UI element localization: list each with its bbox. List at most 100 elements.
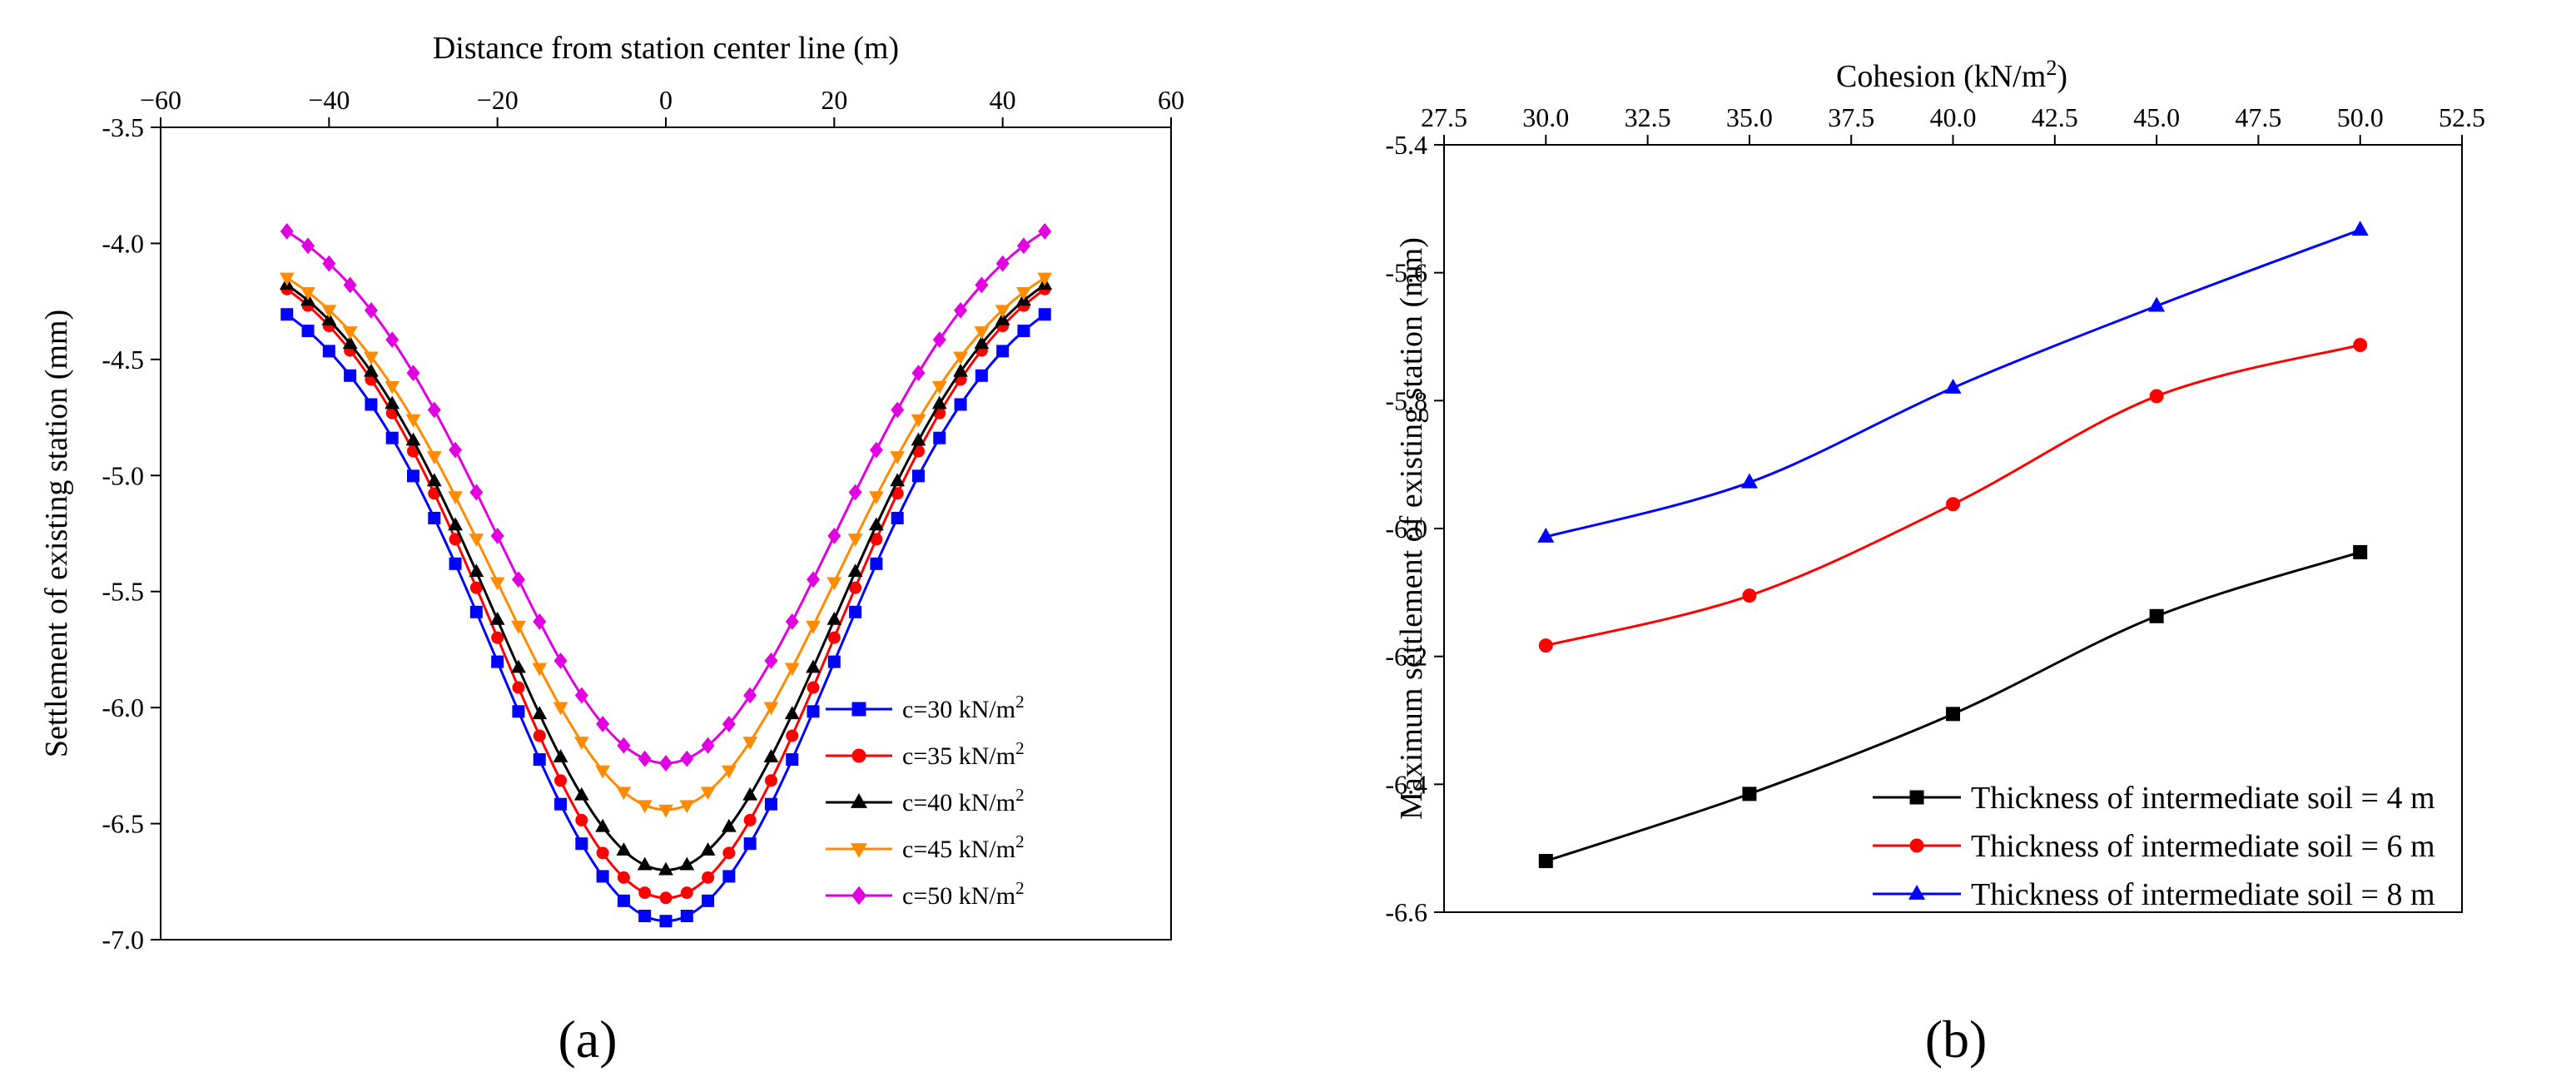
chart-a-data-point (807, 705, 820, 718)
chart-a-legend-marker (850, 792, 868, 808)
chart-a-data-point (637, 856, 653, 871)
chart-a-x-tick-label: −20 (477, 85, 519, 115)
chart-a-series-line (285, 230, 1046, 765)
chart-a-data-point (638, 886, 652, 900)
chart-a-data-point (617, 737, 631, 754)
chart-a-data-point (680, 750, 694, 767)
chart-a-data-point (931, 395, 947, 409)
chart-b-y-axis-title: Maximum settlement of existing station (… (1394, 237, 1429, 820)
chart-b-legend-marker (1909, 838, 1924, 853)
chart-a-data-point (300, 287, 315, 300)
chart-a-legend-label-base: c=30 kN/m (902, 696, 1015, 723)
chart-a-data-point (448, 517, 463, 531)
chart-a-y-tick-label: -4.5 (102, 345, 144, 375)
chart-a-data-point (427, 401, 441, 419)
chart-a-data-point (890, 473, 906, 487)
chart-a-data-point (849, 605, 862, 618)
chart-a-legend-entry-3: c=40 kN/m2 (826, 785, 1025, 816)
chart-a-data-point (996, 345, 1010, 358)
chart-a-y-tick-label: -7.0 (102, 925, 144, 955)
chart-a-data-point (365, 398, 378, 411)
chart-b-x-axis-title-base: Cohesion (kN/m (1836, 59, 2046, 94)
chart-a-data-point (806, 620, 821, 634)
chart-a-data-point (742, 787, 758, 801)
chart-a-data-point (574, 687, 588, 704)
chart-b-series-1 (1538, 544, 2368, 869)
chart-a-data-point (469, 563, 484, 578)
chart-a-data-point (1038, 308, 1051, 321)
chart-a-data-point (511, 620, 526, 634)
chart-a-legend-label-base: c=40 kN/m (902, 789, 1015, 816)
chart-b-series-3 (1537, 221, 2369, 543)
chart-a-legend-marker (851, 702, 866, 717)
chart-a-series-1 (280, 308, 1051, 928)
chart-a-data-point (1038, 223, 1052, 240)
chart-a-data-point (974, 326, 990, 340)
chart-a-data-point (638, 750, 652, 767)
chart-a-data-point (321, 311, 337, 325)
chart-a-legend-entry-5: c=50 kN/m2 (826, 878, 1025, 910)
chart-b-x-tick-label: 47.5 (2235, 102, 2281, 132)
chart-a-data-point (491, 631, 504, 644)
chart-a-data-point (995, 305, 1010, 319)
chart-a-data-point (364, 363, 379, 377)
chart-b-panel-label: (b) (1925, 1010, 1988, 1069)
chart-b-x-tick-label: 32.5 (1625, 102, 1671, 132)
chart-a-data-point (490, 527, 504, 544)
chart-a-legend-entry-1: c=30 kN/m2 (826, 692, 1025, 723)
chart-a-data-point (596, 846, 609, 860)
chart-a-data-point (533, 613, 547, 630)
chart-a-data-point (1017, 325, 1030, 338)
chart-b-x-tick-label: 52.5 (2439, 102, 2485, 132)
chart-a-x-tick-label: 20 (821, 85, 847, 115)
chart-b-series-layer (1537, 221, 2369, 869)
chart-a-series-line (285, 283, 1046, 871)
chart-a-data-point (847, 563, 863, 578)
chart-a-data-point (342, 326, 358, 340)
chart-a-x-axis-title: Distance from station center line (m) (433, 31, 899, 66)
chart-a-data-point (511, 571, 525, 588)
chart-a-data-point (280, 223, 294, 240)
chart-b-data-point (2149, 389, 2164, 404)
chart-b-x-tick-label: 30.0 (1522, 102, 1569, 132)
chart-a-data-point (658, 804, 673, 818)
chart-a-x-tick-label: −60 (140, 85, 181, 115)
chart-b-y-tick-label: -5.8 (1385, 385, 1427, 415)
chart-a-x-tick-label: −40 (308, 85, 350, 115)
chart-a-data-point (827, 527, 841, 544)
chart-a-legend-label-superscript: 2 (1015, 878, 1025, 898)
chart-a-data-point (680, 886, 693, 900)
chart-b-data-point (1537, 527, 1555, 543)
chart-a-series-layer (279, 223, 1053, 928)
chart-a-data-point (554, 774, 568, 787)
chart-a-data-point (722, 846, 736, 860)
chart-a-data-point (449, 441, 463, 459)
chart-a: −60 −40 −20 0 20 40 60 -3.5 -4.0 -4.5 -5.0 -5.5 -6.… (39, 31, 1184, 1069)
chart-a-data-point (343, 276, 357, 294)
chart-a-legend-marker (851, 886, 867, 906)
chart-a-data-point (469, 484, 484, 501)
chart-a-data-point (385, 395, 400, 409)
chart-a-data-point (764, 774, 777, 787)
chart-b-x-tick-label: 27.5 (1421, 102, 1467, 132)
chart-a-data-point (511, 659, 526, 673)
chart-b-data-point (1946, 707, 1960, 722)
chart-b-legend-entry-2: Thickness of intermediate soil = 6 m (1873, 829, 2435, 864)
chart-a-data-point (448, 491, 463, 505)
chart-b-x-tick-label: 45.0 (2133, 102, 2180, 132)
chart-a-data-point (932, 331, 946, 349)
chart-a-y-axis-title: Settlement of existing station (mm) (39, 310, 74, 757)
chart-a-data-point (911, 365, 926, 382)
chart-a-legend-label-superscript: 2 (1015, 692, 1025, 712)
chart-b-data-point (2351, 221, 2369, 236)
chart-a-data-point (489, 611, 505, 625)
chart-a-data-point (469, 605, 483, 618)
chart-a-data-point (658, 861, 673, 876)
chart-b-legend-label: Thickness of intermediate soil = 8 m (1971, 877, 2435, 912)
chart-a-data-point (870, 557, 883, 570)
chart-a-data-point (931, 380, 947, 395)
chart-b-legend: Thickness of intermediate soil = 4 m Thic… (1873, 781, 2435, 912)
chart-a-data-point (848, 484, 862, 501)
chart-a-y-tick-label: -6.0 (102, 692, 144, 722)
